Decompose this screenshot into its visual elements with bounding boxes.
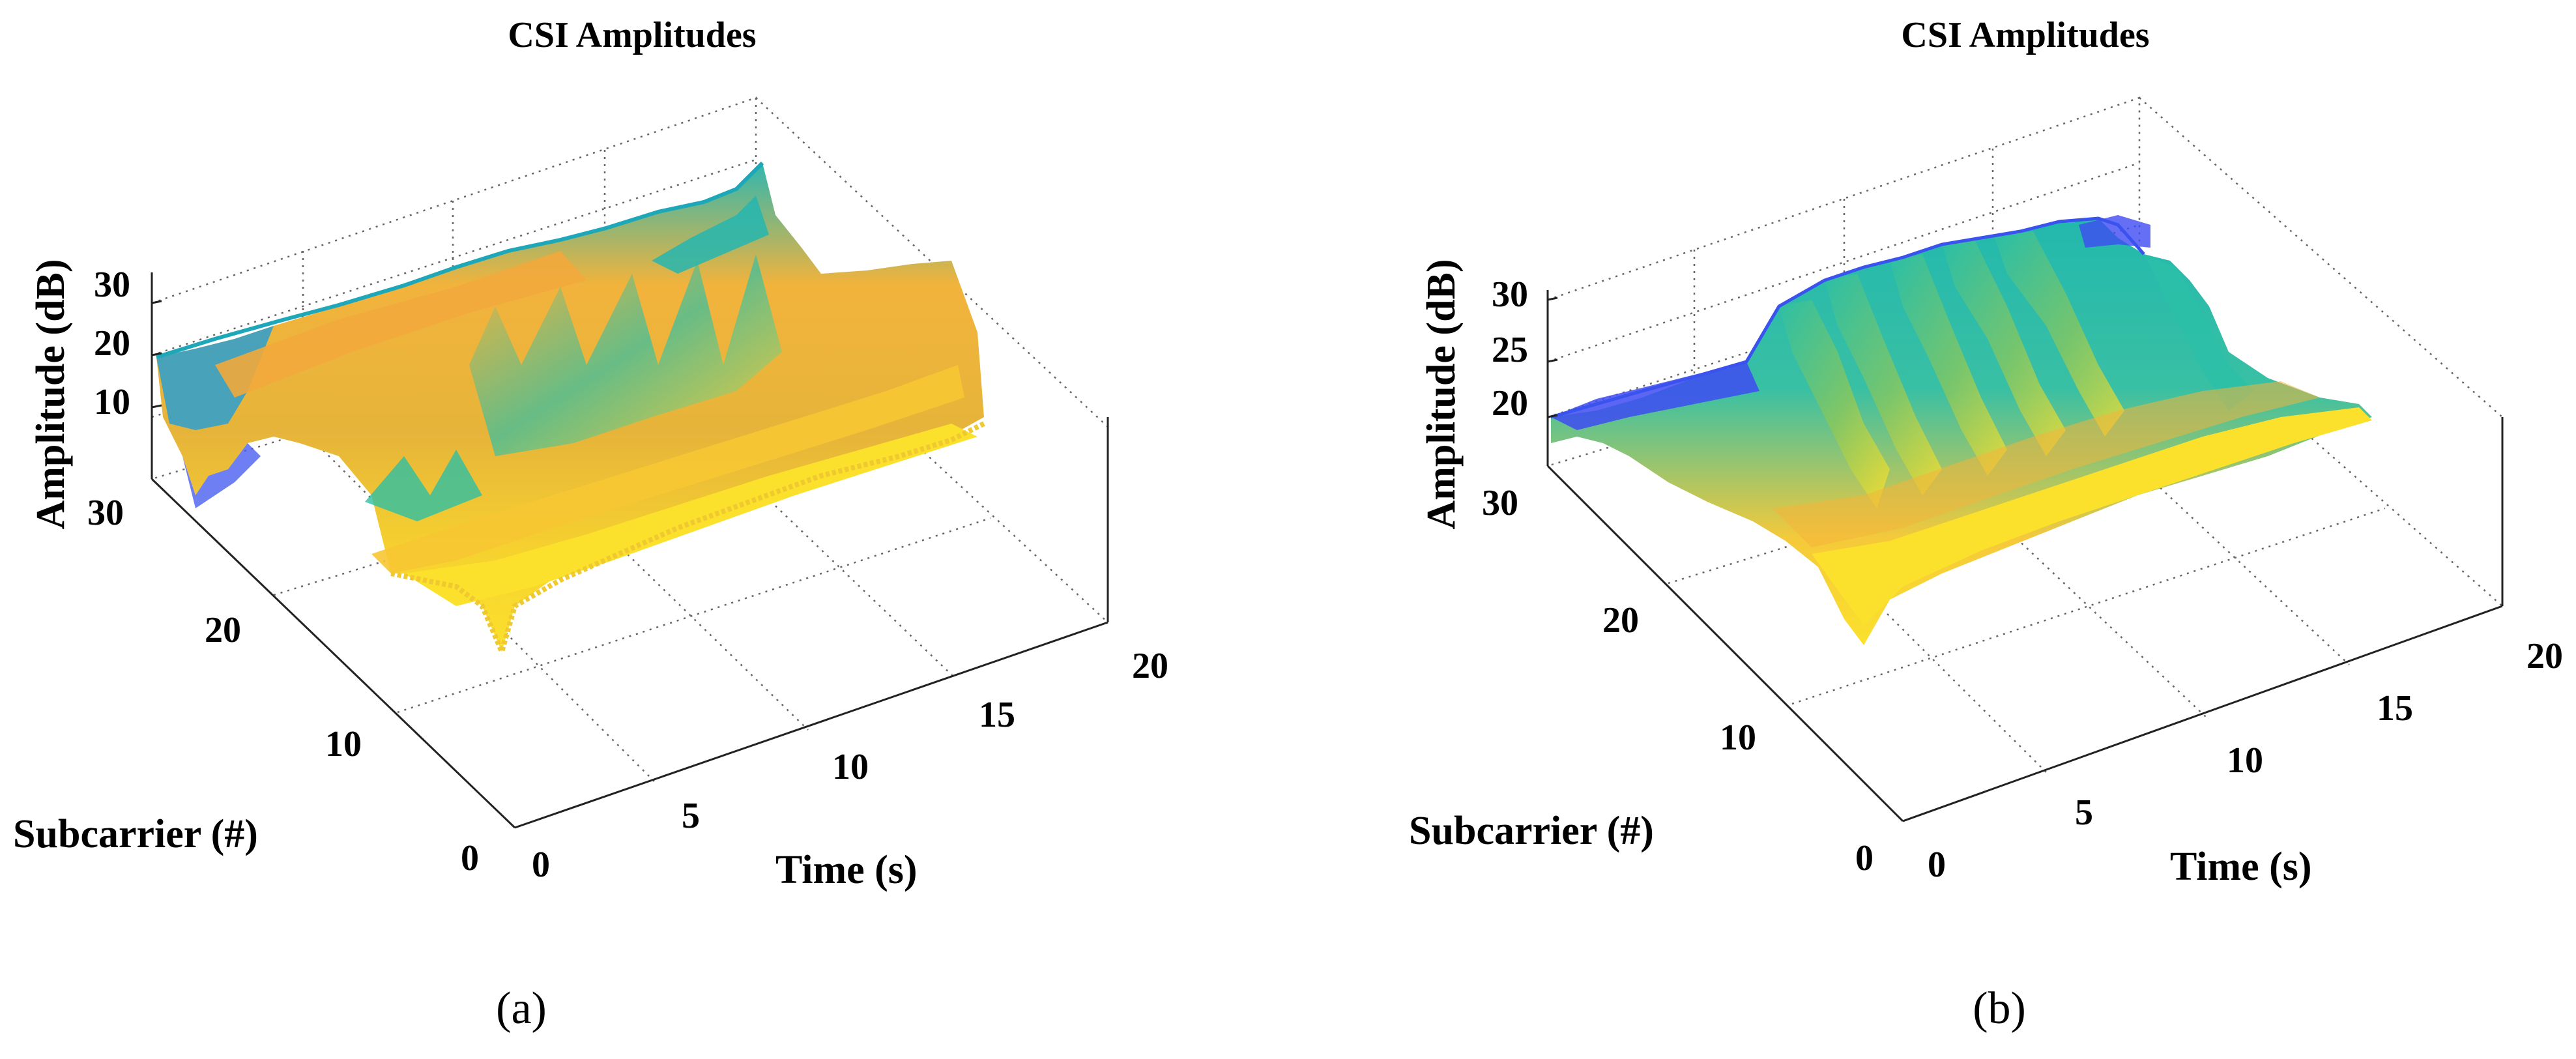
panel-a-axes — [151, 272, 1109, 829]
panel-a-zlabel: Amplitude (dB) — [29, 259, 73, 529]
panel-a-xticklabel-20: 20 — [1132, 646, 1168, 686]
panel-b-label: (b) — [1973, 983, 2026, 1034]
panel-a-xticklabel-15: 15 — [979, 695, 1015, 735]
panel-b-ylabel: Subcarrier (#) — [1409, 809, 1654, 853]
panel-a-zticklabel-20: 20 — [94, 323, 130, 364]
panel-a-yticklabel-30: 30 — [87, 493, 124, 533]
panel-a-xticklabel-0: 0 — [532, 845, 550, 885]
panel-a-title: CSI Amplitudes — [508, 15, 756, 55]
panel-a-label: (a) — [496, 983, 547, 1034]
panel-a: CSI Amplitudes — [13, 15, 1168, 1034]
panel-b: CSI Amplitudes — [1409, 15, 2563, 1034]
panel-a-ylabel: Subcarrier (#) — [13, 812, 258, 856]
panel-a-xticklabel-10: 10 — [832, 747, 869, 787]
panel-b-yticklabel-30: 30 — [1482, 483, 1518, 523]
panel-a-xlabel: Time (s) — [775, 848, 918, 892]
panel-a-surface — [156, 161, 985, 660]
panel-a-zticklabel-30: 30 — [94, 265, 130, 305]
panel-b-yticklabel-10: 10 — [1720, 718, 1756, 758]
panel-b-title: CSI Amplitudes — [1901, 15, 2149, 55]
panel-a-yticklabel-10: 10 — [325, 724, 362, 764]
panel-b-yticklabel-0: 0 — [1855, 838, 1874, 878]
panel-b-xticklabel-5: 5 — [2075, 792, 2093, 833]
panel-b-zticklabel-20: 20 — [1492, 383, 1528, 424]
panel-b-xticklabel-0: 0 — [1928, 845, 1946, 885]
panel-b-zticklabel-25: 25 — [1492, 330, 1528, 370]
panel-b-zlabel: Amplitude (dB) — [1419, 259, 1464, 529]
panel-a-zticklabel-10: 10 — [94, 382, 130, 422]
panel-b-xlabel: Time (s) — [2170, 845, 2312, 889]
panel-a-xticklabel-5: 5 — [682, 796, 700, 836]
panel-b-xticklabel-15: 15 — [2377, 688, 2413, 729]
panel-b-xticklabel-20: 20 — [2526, 636, 2563, 676]
panel-b-axes — [1546, 290, 2504, 822]
panel-a-yticklabel-20: 20 — [205, 610, 241, 650]
panel-b-xticklabel-10: 10 — [2227, 740, 2263, 781]
panel-b-zticklabel-30: 30 — [1492, 274, 1528, 315]
panel-a-yticklabel-0: 0 — [461, 838, 479, 878]
panel-b-yticklabel-20: 20 — [1602, 600, 1639, 641]
panel-b-surface — [1550, 215, 2372, 645]
